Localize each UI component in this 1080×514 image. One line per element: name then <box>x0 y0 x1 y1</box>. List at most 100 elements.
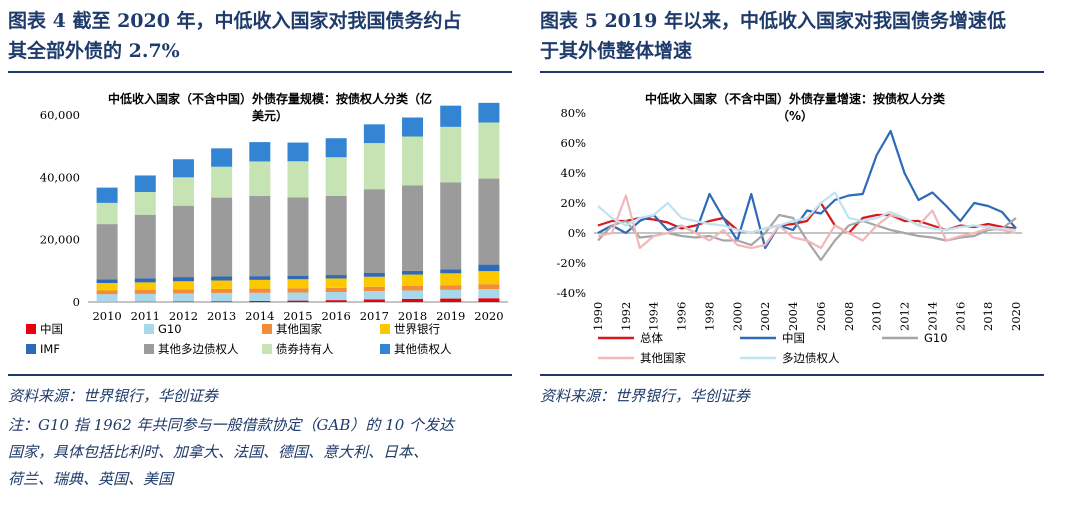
left-bottom-rule <box>8 374 512 376</box>
bar-segment-中国-2020 <box>478 298 500 302</box>
bar-segment-世界银行-2016 <box>325 278 347 288</box>
bar-segment-其他债权人-2019 <box>440 105 462 127</box>
bar-segment-债券持有人-2013 <box>211 166 233 198</box>
bar-segment-其他国家-2020 <box>478 284 500 290</box>
bar-segment-其他债权人-2014 <box>249 142 271 162</box>
bar-segment-IMF-2010 <box>96 279 118 283</box>
right-x-tick-label: 2000 <box>730 302 744 331</box>
bar-segment-其他国家-2016 <box>325 287 347 293</box>
left-x-tick-label: 2018 <box>398 309 427 323</box>
line-series-中国 <box>597 129 1017 250</box>
right-y-tick-label: 20% <box>560 196 586 210</box>
left-note-line3: 荷兰、瑞典、英国、美国 <box>8 470 174 488</box>
bar-stack-2017 <box>363 124 385 302</box>
bar-segment-IMF-2015 <box>287 275 309 280</box>
line-series-多边债权人 <box>597 191 1017 235</box>
bar-stack-2010 <box>96 187 118 302</box>
left-legend-swatch <box>380 324 390 334</box>
right-x-tick-label: 2012 <box>898 302 912 331</box>
left-y-tick-label: 60,000 <box>40 108 80 122</box>
left-legend-swatch <box>262 324 272 334</box>
bar-segment-其他多边债权人-2015 <box>287 197 309 276</box>
bar-segment-G10-2019 <box>440 289 462 299</box>
left-legend-item: 中国 <box>26 322 63 336</box>
left-y-tick-label: 20,000 <box>40 233 80 247</box>
right-x-tick-label: 2008 <box>842 302 856 331</box>
left-legend-item: 债券持有人 <box>262 342 334 356</box>
left-legend-item: 世界银行 <box>380 322 440 336</box>
left-figure-title-line2: 其全部外债的 2.7% <box>8 40 180 62</box>
bar-segment-世界银行-2014 <box>249 279 271 289</box>
left-note-line1: 注：G10 指 1962 年共同参与一般借款协定（GAB）的 10 个发达 <box>8 416 455 434</box>
bar-segment-其他多边债权人-2010 <box>96 224 118 280</box>
bar-segment-其他国家-2011 <box>134 290 156 294</box>
left-chart-title-line1: 中低收入国家（不含中国）外债存量规模：按债权人分类（亿 <box>108 91 432 106</box>
bar-stack-2014 <box>249 142 271 302</box>
bar-stack-2019 <box>440 105 462 302</box>
bar-stack-2013 <box>211 148 233 302</box>
left-x-tick-label: 2011 <box>131 309 160 323</box>
right-lines <box>597 129 1017 262</box>
bar-segment-中国-2013 <box>211 301 233 302</box>
bar-segment-其他多边债权人-2019 <box>440 182 462 270</box>
bar-segment-G10-2013 <box>211 292 233 302</box>
right-figure-title: 图表 5 2019 年以来，中低收入国家对我国债务增速低 于其外债整体增速 <box>540 6 1044 66</box>
bar-segment-其他多边债权人-2016 <box>325 195 347 276</box>
bar-segment-世界银行-2011 <box>134 282 156 291</box>
right-x-tick-label: 2010 <box>870 302 884 331</box>
bar-segment-其他国家-2015 <box>287 288 309 293</box>
bar-segment-其他债权人-2011 <box>134 175 156 192</box>
right-figure-title-line1: 图表 5 2019 年以来，中低收入国家对我国债务增速低 <box>540 10 1006 32</box>
right-legend-item: 其他国家 <box>598 351 686 365</box>
right-chart-title-line1: 中低收入国家（不含中国）外债存量增速：按债权人分类 <box>645 91 946 106</box>
bar-segment-IMF-2017 <box>363 273 385 277</box>
right-legend-label: 其他国家 <box>640 351 686 365</box>
right-x-tick-label: 1990 <box>591 302 605 331</box>
right-y-tick-label: 60% <box>560 136 586 150</box>
bar-segment-世界银行-2012 <box>172 281 194 290</box>
bar-segment-世界银行-2015 <box>287 279 309 289</box>
left-legend-label: 其他国家 <box>276 322 322 336</box>
left-x-tick-label: 2013 <box>207 309 236 323</box>
bar-stack-2012 <box>172 159 194 302</box>
bar-stack-2015 <box>287 142 309 302</box>
bar-segment-其他国家-2013 <box>211 288 233 293</box>
bar-segment-世界银行-2017 <box>363 276 385 287</box>
left-legend-label: 其他债权人 <box>394 342 452 356</box>
right-figure-title-line2: 于其外债整体增速 <box>540 40 693 62</box>
left-y-tick-label: 40,000 <box>40 170 80 184</box>
bar-segment-其他多边债权人-2011 <box>134 214 156 279</box>
right-x-tick-label: 2014 <box>925 302 939 331</box>
bar-segment-IMF-2014 <box>249 276 271 280</box>
right-x-tick-label: 1998 <box>702 302 716 331</box>
bar-segment-债券持有人-2012 <box>172 177 194 206</box>
bar-segment-债券持有人-2016 <box>325 157 347 196</box>
left-legend-swatch <box>144 324 154 334</box>
bar-segment-IMF-2018 <box>402 270 424 275</box>
left-x-tick-label: 2012 <box>169 309 198 323</box>
right-x-tick-label: 1994 <box>647 302 661 331</box>
right-legend-label: 总体 <box>640 331 663 345</box>
left-top-rule <box>8 71 512 73</box>
left-legend-item: 其他国家 <box>262 322 322 336</box>
left-figure-title: 图表 4 截至 2020 年，中低收入国家对我国债务约占 其全部外债的 2.7% <box>8 6 512 66</box>
bar-segment-其他债权人-2013 <box>211 148 233 167</box>
right-y-tick-label: -40% <box>557 286 587 300</box>
right-legend-label: 中国 <box>782 331 805 345</box>
left-legend-swatch <box>262 344 272 354</box>
bar-segment-其他债权人-2015 <box>287 142 309 162</box>
bar-segment-IMF-2019 <box>440 269 462 274</box>
bar-segment-G10-2020 <box>478 289 500 299</box>
left-figure-title-line1: 图表 4 截至 2020 年，中低收入国家对我国债务约占 <box>8 10 462 32</box>
bar-segment-世界银行-2010 <box>96 282 118 291</box>
bar-segment-其他债权人-2018 <box>402 117 424 137</box>
right-x-tick-label: 2002 <box>758 302 772 331</box>
bar-segment-其他债权人-2016 <box>325 138 347 158</box>
bar-segment-其他国家-2017 <box>363 286 385 292</box>
bar-segment-其他债权人-2010 <box>96 187 118 203</box>
right-y-tick-label: -20% <box>557 256 587 270</box>
right-line-chart: 中低收入国家（不含中国）外债存量增速：按债权人分类 （%） -40% -20% 0%… <box>557 91 1023 365</box>
left-x-tick-label: 2015 <box>283 309 312 323</box>
bar-segment-G10-2010 <box>96 294 118 302</box>
bar-segment-其他债权人-2017 <box>363 124 385 144</box>
